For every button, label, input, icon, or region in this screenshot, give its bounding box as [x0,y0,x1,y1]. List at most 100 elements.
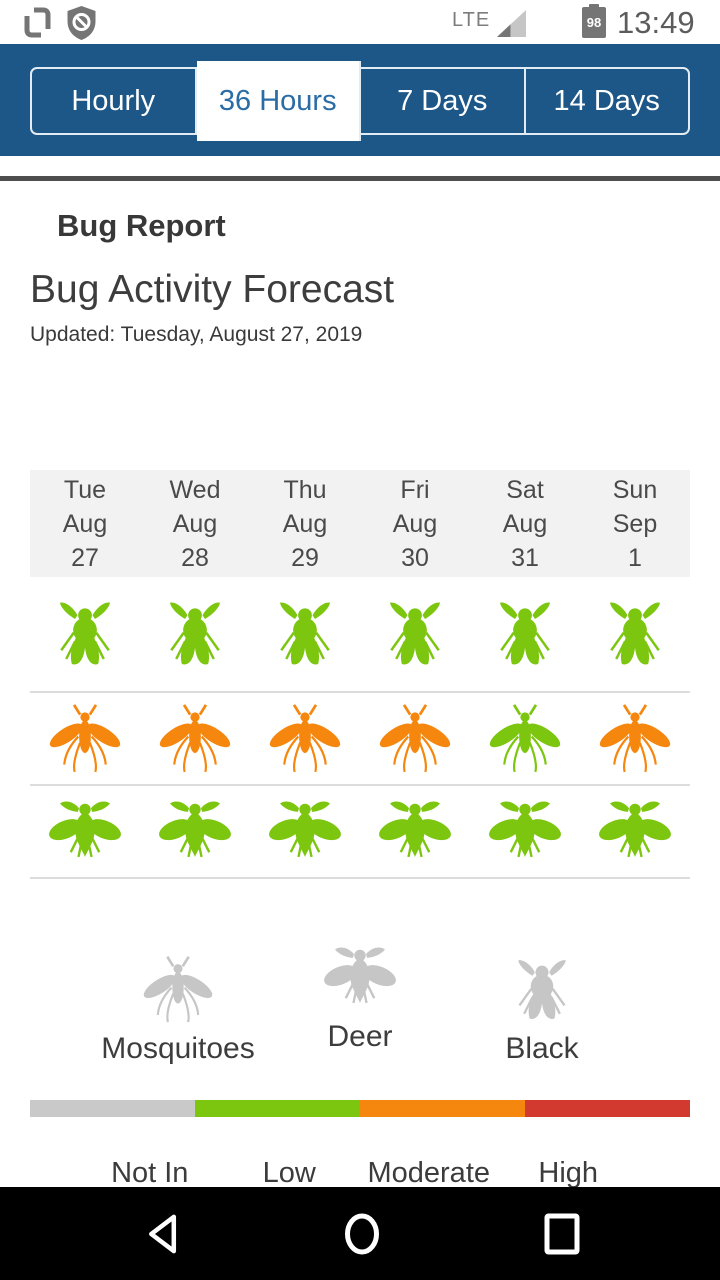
deer-fly-icon [487,794,563,870]
forecast-cell-deer-fly [250,794,360,870]
battery-percent: 98 [586,15,602,30]
day-header-text: 29 [291,543,319,572]
deer-fly-icon [377,794,453,870]
black-fly-icon [155,594,235,674]
network-type-label: LTE [452,9,491,31]
shield-block-icon [67,6,96,40]
mosquito-icon [596,700,674,778]
tab-group: Hourly 36 Hours 7 Days 14 Days [30,61,690,141]
day-header-text: Sat [506,475,544,504]
day-header-text: Tue [63,475,107,504]
forecast-cell-deer-fly [580,794,690,870]
forecast-cell-deer-fly [470,794,580,870]
scale-segment-moderate [360,1100,525,1117]
day-header-text: Fri [400,475,430,504]
black-fly-icon [265,594,345,674]
day-header-text: 31 [511,543,539,572]
day-header-cell: Sat Aug 31 [470,470,580,577]
signal-icon [497,10,526,37]
day-header-text: 1 [628,543,642,572]
deer-fly-legend-icon [322,940,398,1016]
tab-14-days[interactable]: 14 Days [553,84,660,117]
updated-timestamp: Updated: Tuesday, August 27, 2019 [30,323,363,346]
day-header-text: 27 [71,543,99,572]
forecast-range-tab-bar: Hourly 36 Hours 7 Days 14 Days [0,44,720,156]
section-title: Bug Report [57,208,226,243]
scale-segment-high [525,1100,690,1117]
day-header-cell: Sun Sep 1 [580,470,690,577]
day-header-text: Aug [282,509,328,538]
day-header-text: Aug [172,509,218,538]
deer-fly-icon [267,794,343,870]
forecast-cell-black-fly [30,594,140,674]
black-fly-icon [595,594,675,674]
recents-icon [544,1213,580,1254]
mosquito-icon [486,700,564,778]
forecast-cell-deer-fly [360,794,470,870]
forecast-row-mosquito [30,693,690,786]
bug-legend: Mosquitoes Deer Black [88,952,632,1066]
mosquito-icon [46,700,124,778]
forecast-cell-mosquito [470,700,580,778]
day-header-text: Sun [612,475,658,504]
day-header-text: 30 [401,543,429,572]
scale-label-high: High [538,1157,599,1189]
day-header-row: Tue Aug 27 Wed Aug 28 Thu Aug 29 Fri Aug 30 Sat Aug 31… [30,470,690,577]
forecast-cell-black-fly [580,594,690,674]
forecast-cell-deer-fly [30,794,140,870]
back-icon [149,1214,177,1253]
forecast-cell-mosquito [250,700,360,778]
black-fly-icon [45,594,125,674]
forecast-cell-deer-fly [140,794,250,870]
activity-scale-bar [30,1100,690,1117]
legend-item-black-fly: Black [452,952,632,1066]
scale-segment-not_in_season [30,1100,195,1117]
recents-button[interactable] [502,1187,622,1280]
day-header-text: Wed [169,475,221,504]
black-fly-legend-icon [504,952,580,1028]
header-divider [0,176,720,181]
mosquito-icon [266,700,344,778]
tab-hourly[interactable]: Hourly [32,69,197,133]
mosquito-icon [376,700,454,778]
day-header-text: Aug [392,509,438,538]
forecast-cell-mosquito [360,700,470,778]
black-fly-icon [375,594,455,674]
day-header-text: Thu [283,475,327,504]
day-header-text: Aug [62,509,108,538]
page-title: Bug Activity Forecast [30,268,395,311]
scale-label-low: Low [262,1157,316,1189]
back-button[interactable] [103,1187,223,1280]
day-header-cell: Thu Aug 29 [250,470,360,577]
battery-icon: 98 [582,7,606,38]
mosquito-legend-icon [140,952,216,1028]
forecast-cell-mosquito [30,700,140,778]
legend-label: Deer [327,1020,393,1053]
activity-scale-labels: Not In Low Moderate High [80,1157,638,1190]
scale-label-not_in_season: Not In [111,1157,189,1189]
day-header-cell: Wed Aug 28 [140,470,250,577]
black-fly-icon [485,594,565,674]
forecast-cell-mosquito [580,700,690,778]
forecast-cell-black-fly [360,594,470,674]
scale-label-moderate: Moderate [367,1157,490,1189]
tab-7-days[interactable]: 7 Days [361,69,526,133]
legend-item-mosquito: Mosquitoes [88,952,268,1066]
status-bar: LTE 98 13:49 [0,0,720,44]
tab-36-hours[interactable]: 36 Hours [196,61,361,141]
deer-fly-icon [597,794,673,870]
home-icon [345,1213,379,1254]
home-button[interactable] [302,1187,422,1280]
clock-text: 13:49 [617,5,695,40]
deer-fly-icon [47,794,123,870]
forecast-cell-black-fly [470,594,580,674]
forecast-row-deer-fly [30,786,690,879]
legend-label: Mosquitoes [101,1032,255,1065]
battery-nub [589,4,599,8]
day-header-text: Sep [612,509,658,538]
forecast-grid [30,577,690,879]
day-header-cell: Tue Aug 27 [30,470,140,577]
day-header-text: Aug [502,509,548,538]
day-header-text: 28 [181,543,209,572]
deer-fly-icon [157,794,233,870]
